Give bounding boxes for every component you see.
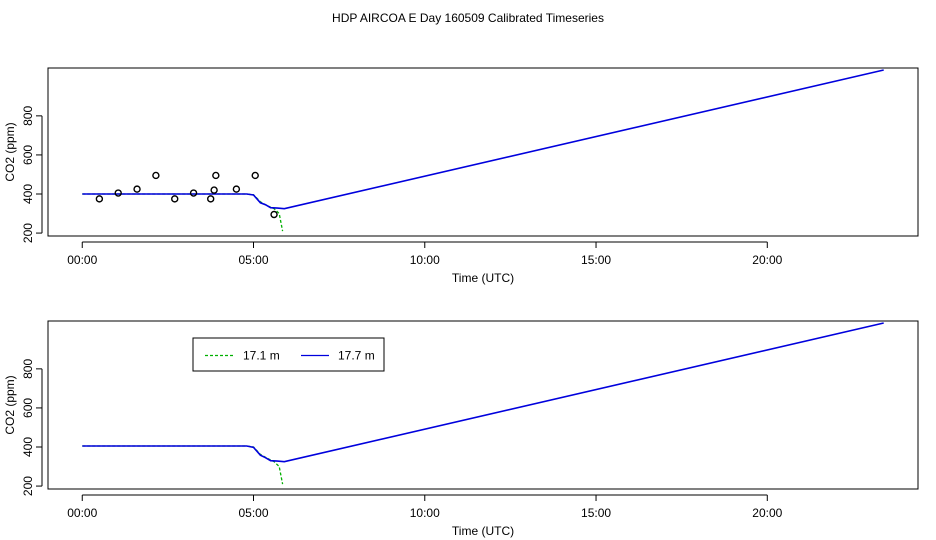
y-tick-label: 800 xyxy=(21,359,35,379)
y-tick-label: 200 xyxy=(21,476,35,496)
data-point xyxy=(212,171,220,180)
series-line xyxy=(82,193,284,232)
x-tick-label: 05:00 xyxy=(238,506,268,520)
x-axis-label: Time (UTC) xyxy=(452,271,514,285)
x-axis-label: Time (UTC) xyxy=(452,524,514,538)
data-point xyxy=(232,185,241,193)
data-point xyxy=(114,189,122,197)
legend-label: 17.7 m xyxy=(338,349,375,363)
series-line xyxy=(82,322,884,463)
x-tick-label: 00:00 xyxy=(67,253,97,267)
data-point xyxy=(210,186,218,194)
y-tick-label: 400 xyxy=(21,184,35,204)
data-point xyxy=(189,189,198,197)
series-line xyxy=(82,445,284,485)
series-line xyxy=(82,69,884,210)
y-tick-label: 200 xyxy=(21,223,35,243)
y-tick-label: 600 xyxy=(21,398,35,418)
data-point xyxy=(171,195,179,203)
y-tick-label: 600 xyxy=(21,145,35,165)
data-point xyxy=(95,195,104,203)
data-point xyxy=(152,171,160,180)
x-tick-label: 10:00 xyxy=(410,506,440,520)
legend-label: 17.1 m xyxy=(243,349,280,363)
data-point xyxy=(133,185,141,193)
panel-bottom: 00:00 05:00 10:00 15:00 20:00 Time (UTC) 200 40… xyxy=(3,320,919,538)
legend-box xyxy=(192,337,385,372)
data-point xyxy=(270,210,278,219)
x-tick-label: 10:00 xyxy=(410,253,440,267)
plot-frame xyxy=(47,67,919,237)
x-tick-label: 15:00 xyxy=(581,253,611,267)
x-tick-label: 20:00 xyxy=(752,506,782,520)
y-axis-label: CO2 (ppm) xyxy=(3,122,17,181)
data-point xyxy=(206,195,215,203)
y-tick-label: 400 xyxy=(21,437,35,457)
y-axis-label: CO2 (ppm) xyxy=(3,375,17,434)
data-point xyxy=(251,171,259,180)
x-tick-label: 20:00 xyxy=(752,253,782,267)
plot-frame xyxy=(47,320,919,490)
chart-title: HDP AIRCOA E Day 160509 Calibrated Times… xyxy=(332,11,604,25)
y-tick-label: 800 xyxy=(21,106,35,126)
x-tick-label: 15:00 xyxy=(581,506,611,520)
panel-top: 00:00 05:00 10:00 15:00 20:00 Time (UTC) 200 40… xyxy=(3,67,919,285)
x-tick-label: 05:00 xyxy=(238,253,268,267)
x-tick-label: 00:00 xyxy=(67,506,97,520)
